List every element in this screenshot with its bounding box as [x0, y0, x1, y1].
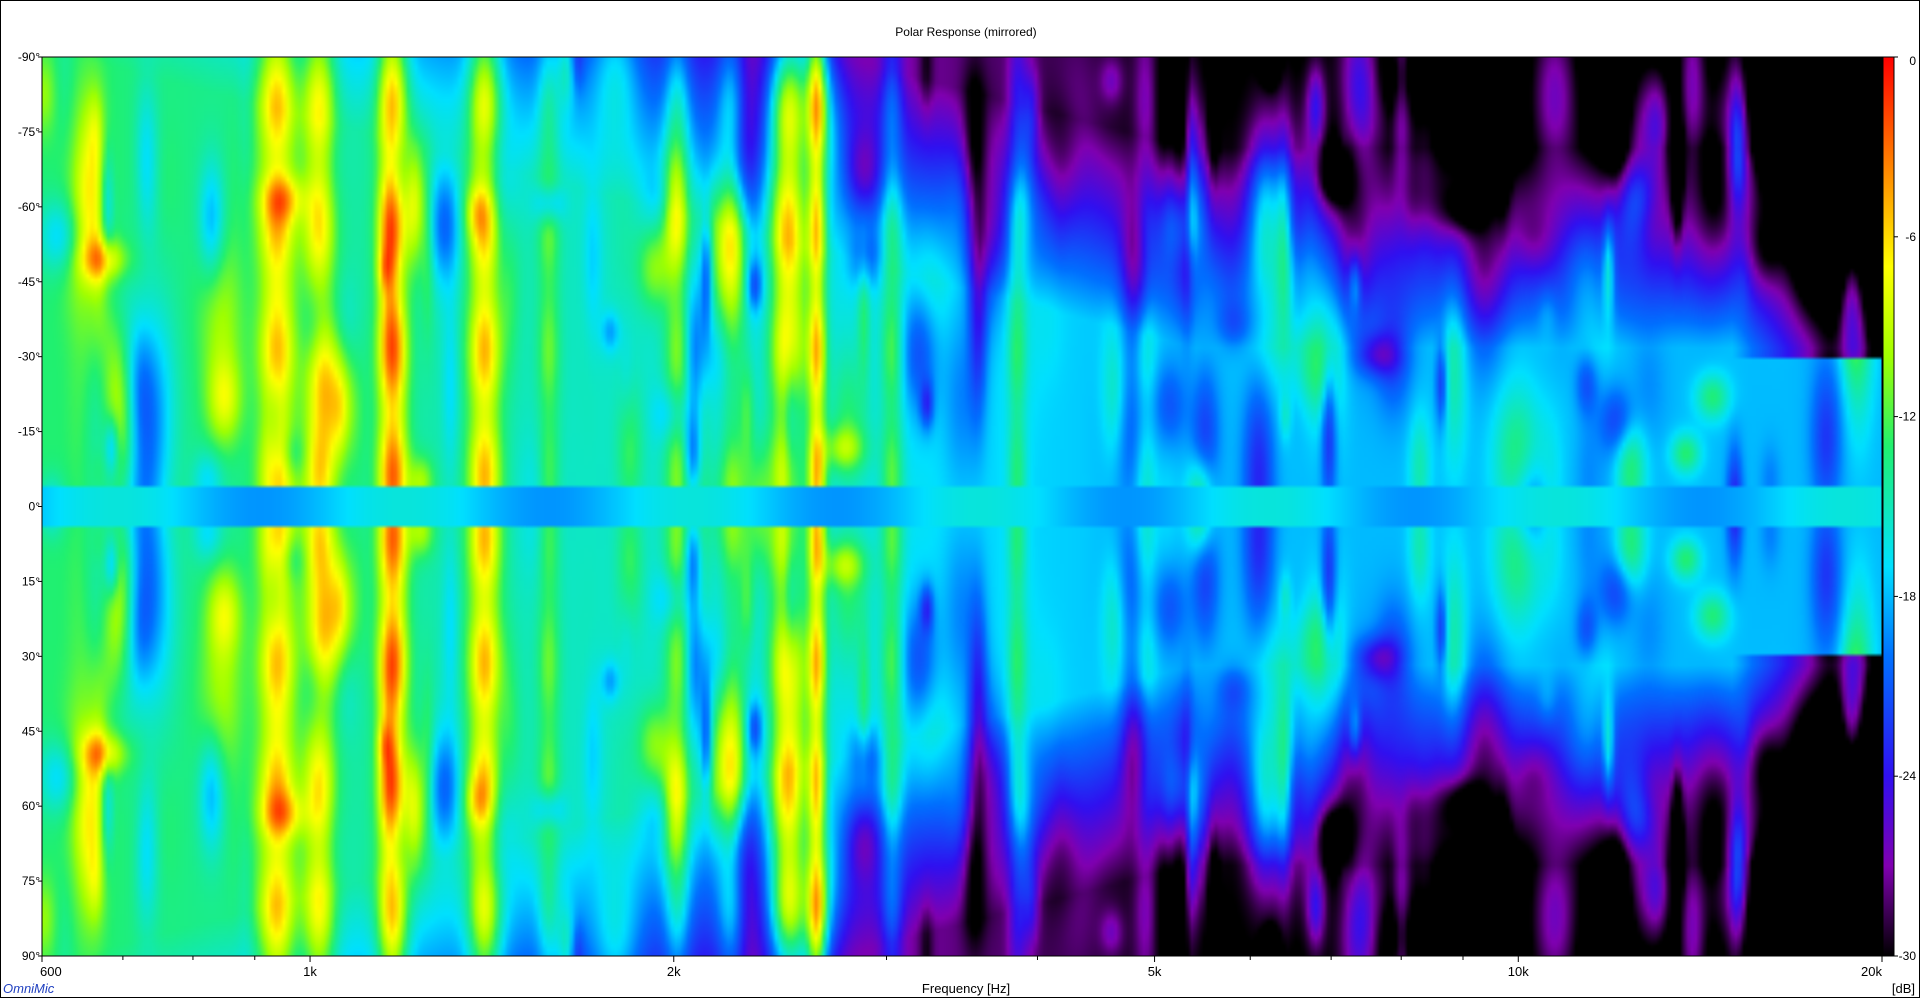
y-tick-label: -60° [18, 200, 40, 214]
x-tick-label: 5k [1148, 964, 1162, 979]
colorbar-tick-label: -12 [1899, 410, 1917, 424]
y-tick-label: 75° [22, 874, 40, 888]
y-tick-label: 60° [22, 799, 40, 813]
brand-logo-text: OmniMic [3, 981, 55, 996]
y-tick-label: 90° [22, 949, 40, 963]
x-tick-label: 20k [1861, 964, 1882, 979]
y-tick-label: 30° [22, 649, 40, 663]
colorbar-tick-label: 0 [1909, 54, 1916, 68]
x-tick-label: 2k [667, 964, 681, 979]
y-axis-ticks: -90° -75° -60° -45° -30° -15° 0° 15° 30° 45° 60° 75… [18, 50, 42, 963]
colorbar [1883, 57, 1894, 956]
colorbar-frame [1882, 56, 1895, 957]
x-axis-ticks: 600 1k 2k 5k 10k 20k [40, 956, 1883, 979]
x-tick-label: 10k [1508, 964, 1529, 979]
colorbar-ticks: 0 -6 -12 -18 -24 -30 [1894, 54, 1916, 963]
y-tick-label: -30° [18, 350, 40, 364]
y-tick-label: 15° [22, 574, 40, 588]
y-tick-label: -45° [18, 275, 40, 289]
colorbar-tick-label: -18 [1899, 589, 1917, 603]
y-tick-label: -90° [18, 50, 40, 64]
colorbar-unit-label: [dB] [1892, 981, 1915, 996]
colorbar-tick-label: -24 [1899, 769, 1917, 783]
colorbar-tick-label: -6 [1905, 230, 1916, 244]
chart-title: Polar Response (mirrored) [895, 25, 1036, 39]
x-axis-label: Frequency [Hz] [922, 981, 1010, 996]
y-tick-label: 45° [22, 724, 40, 738]
x-tick-label: 1k [303, 964, 317, 979]
y-tick-label: -75° [18, 125, 40, 139]
heatmap-plot [42, 57, 1882, 956]
y-tick-label: -15° [18, 425, 40, 439]
y-tick-label: 0° [29, 500, 41, 514]
colorbar-tick-label: -30 [1899, 949, 1917, 963]
x-tick-label: 600 [40, 964, 62, 979]
